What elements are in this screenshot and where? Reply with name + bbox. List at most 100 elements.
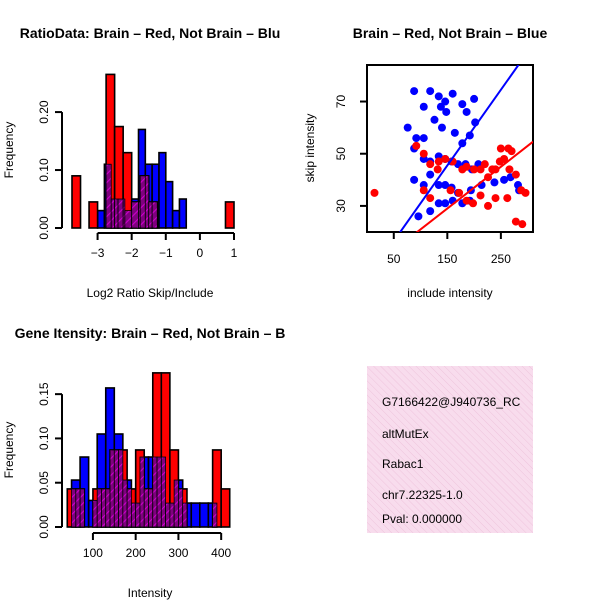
gene-blue-bar-14 (190, 502, 201, 528)
gene-overlap-hatch-7-6 (126, 488, 132, 528)
gene-overlap-hatch-5-4 (109, 449, 115, 528)
scatter-point-red-27 (469, 199, 478, 208)
ratio-histogram-ylabel: Frequency (2, 122, 16, 179)
scatter-point-blue-30 (410, 175, 419, 184)
ratio-overlap-hatch-3-2 (114, 198, 119, 229)
gene-x-tick-label-0: 100 (83, 546, 103, 560)
scatter-point-blue-14 (437, 123, 446, 132)
scatter-fit-line-red (415, 140, 533, 232)
gene-overlap-hatch-1-0 (75, 488, 81, 528)
scatter-point-red-21 (496, 144, 505, 153)
gene-intensity-bars (66, 372, 231, 528)
gene-overlap-hatch-0-0 (71, 488, 77, 528)
scatter-point-red-26 (462, 196, 471, 205)
scatter-point-blue-7 (458, 100, 467, 109)
ratio-histogram: RatioData: Brain – Red, Not Brain – Blu … (2, 25, 280, 300)
ratio-histogram-title: RatioData: Brain – Red, Not Brain – Blu (20, 25, 281, 41)
scatter-point-red-1 (412, 141, 421, 150)
scatter-point-blue-2 (426, 87, 435, 96)
scatter-point-red-36 (504, 144, 513, 153)
scatter-point-red-35 (426, 194, 435, 203)
intensity-scatter: Brain – Red, Not Brain – Blue 50 150 250 3… (303, 25, 547, 300)
gene-overlap-hatch-12-12 (173, 479, 179, 528)
scatter-point-red-23 (433, 165, 442, 174)
gene-overlap-hatch-7-7 (130, 502, 137, 528)
scatter-point-blue-46 (441, 199, 450, 208)
ratio-red-bar-1 (88, 201, 99, 229)
scatter-point-red-30 (491, 194, 500, 203)
scatter-point-blue-16 (450, 128, 459, 137)
gene-y-tick-label-1: 0.05 (37, 471, 51, 495)
ratio-overlap-hatch-4-4 (124, 210, 133, 229)
gene-overlap-hatch-17-16 (212, 502, 218, 528)
scatter-point-blue-15 (442, 107, 451, 116)
scatter-plot-frame (366, 64, 534, 233)
scatter-point-red-17 (505, 165, 514, 174)
gene-overlap-hatch-6-6 (122, 479, 128, 528)
scatter-point-blue-3 (434, 92, 443, 101)
scatter-point-blue-10 (403, 123, 412, 132)
ratio-y-tick-label-0: 0.00 (37, 216, 51, 240)
scatter-y-axis: 30 50 70 (334, 95, 367, 213)
scatter-point-blue-12 (419, 134, 428, 143)
scatter-y-tick-label-0: 30 (334, 199, 348, 213)
ratio-red-bar-0 (71, 175, 82, 229)
scatter-y-tick-label-2: 70 (334, 95, 348, 109)
ratio-overlap-hatch-7-7 (148, 201, 153, 229)
ratio-overlap-hatch-2-1 (105, 163, 112, 229)
scatter-point-red-31 (503, 194, 512, 203)
scatter-point-blue-44 (426, 207, 435, 216)
scatter-point-red-20 (521, 188, 530, 197)
scatter-point-blue-13 (430, 115, 439, 124)
scatter-point-blue-6 (448, 89, 457, 98)
ratio-blue-bar-12 (178, 198, 188, 229)
gene-red-bar-18 (220, 488, 231, 528)
ratio-overlap-hatch-5-5 (131, 201, 139, 229)
scatter-point-red-11 (480, 160, 489, 169)
ratio-overlap-hatch-6-7 (144, 175, 150, 229)
scatter-point-blue-33 (434, 181, 443, 190)
info-panel-background (367, 366, 533, 533)
gene-overlap-hatch-13-13 (182, 502, 188, 528)
scatter-x-axis: 50 150 250 (387, 232, 511, 266)
scatter-point-red-33 (518, 220, 527, 229)
intensity-scatter-title: Brain – Red, Not Brain – Blue (353, 25, 548, 41)
ratio-x-tick-label-1: −2 (125, 246, 139, 260)
scatter-point-red-29 (484, 201, 493, 210)
ratio-blue-bar-0 (96, 209, 106, 229)
scatter-point-red-16 (500, 154, 509, 163)
gene-intensity-xlabel: Intensity (128, 586, 173, 600)
ratio-x-tick-label-0: −3 (91, 246, 105, 260)
gene-x-tick-label-1: 200 (126, 546, 146, 560)
gene-overlap-hatch-5-5 (113, 449, 119, 528)
scatter-point-red-32 (511, 217, 520, 226)
gene-name-text: Rabac1 (382, 457, 424, 471)
scatter-point-red-4 (434, 157, 443, 166)
scatter-points (370, 65, 533, 232)
ratio-red-bar-8 (224, 201, 235, 229)
scatter-x-tick-label-1: 150 (437, 252, 457, 266)
scatter-point-blue-45 (434, 199, 443, 208)
scatter-point-red-9 (470, 165, 479, 174)
gene-overlap-hatch-3-3 (96, 488, 102, 528)
event-type-text: altMutEx (382, 427, 429, 441)
ratio-blue-bar-9 (158, 151, 167, 229)
gene-overlap-hatch-9-8 (143, 488, 149, 528)
scatter-point-blue-39 (490, 178, 499, 187)
gene-intensity-y-axis: 0.00 0.05 0.10 0.15 (37, 382, 63, 539)
gene-overlap-hatch-1-1 (79, 488, 85, 528)
event-info-panel: G7166422@J940736_RC altMutEx Rabac1 chr7… (367, 366, 533, 533)
ratio-blue-bar-11 (171, 209, 181, 229)
scatter-fit-line-blue (399, 65, 520, 232)
scatter-point-red-24 (446, 186, 455, 195)
scatter-point-blue-43 (414, 212, 423, 221)
location-text: chr7.22325-1.0 (382, 488, 463, 502)
gene-intensity-histogram: Gene Itensity: Brain – Red, Not Brain – … (2, 325, 285, 600)
scatter-point-red-28 (476, 191, 485, 200)
scatter-point-red-2 (419, 149, 428, 158)
gene-blue-bar-15 (199, 502, 210, 528)
gene-overlap-hatch-10-9 (152, 456, 158, 528)
gene-y-tick-label-0: 0.00 (37, 515, 51, 539)
ratio-overlap-hatch-7-8 (151, 201, 158, 229)
